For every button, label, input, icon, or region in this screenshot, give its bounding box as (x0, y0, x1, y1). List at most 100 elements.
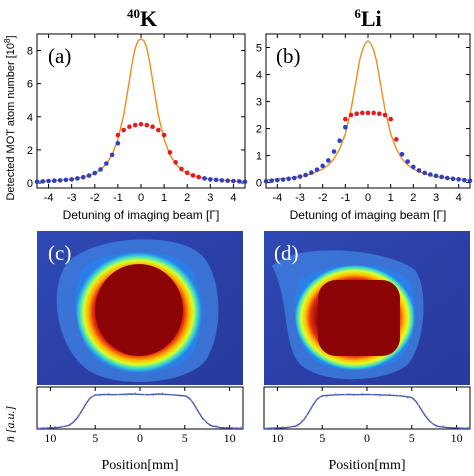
saturated-data-point (196, 174, 202, 180)
profile-noise-point (305, 415, 308, 417)
profile-noise-point (179, 395, 182, 398)
x-tick-label: 2 (184, 192, 190, 204)
panel-a-chart: (a) -4 -3 -2 -1 0 1 2 3 4 0 2 4 6 8 Detuning of imagi… (27, 33, 248, 222)
data-point (57, 178, 63, 183)
profile-noise-point (215, 424, 217, 427)
profile-noise-point (83, 407, 85, 409)
x-tick-label: 10 (271, 431, 283, 445)
absorption-image-li: (d) (264, 231, 470, 385)
x-tick-label: 4 (456, 192, 462, 204)
saturated-data-point (382, 112, 388, 118)
x-tick-label: 10 (224, 431, 236, 445)
profile-noise-point (397, 395, 400, 397)
profile-noise-point (310, 408, 312, 411)
data-point (292, 175, 297, 181)
y-tick-label: 3 (256, 97, 262, 109)
x-tick-label: 2 (410, 192, 416, 204)
saturated-data-point (190, 173, 196, 178)
x-tick-label: 4 (230, 192, 236, 204)
profile-noise-point (107, 392, 110, 395)
ylabel-atoms-end: ] (5, 35, 17, 38)
panel-a-label: (a) (48, 44, 71, 68)
profile-noise-point (92, 395, 94, 397)
profile-noise-point (63, 425, 65, 428)
profile-noise-point (98, 395, 101, 397)
data-point (309, 170, 314, 175)
profile-noise-point (240, 426, 242, 428)
profile-k-frame (36, 386, 244, 430)
y-tick-label: 1 (256, 151, 262, 163)
data-point (46, 178, 51, 184)
x-tick-label: -3 (67, 192, 77, 204)
profile-noise-point (370, 393, 373, 396)
data-point (416, 168, 422, 173)
x-tick-label: 1 (388, 192, 394, 204)
profile-li-frame (263, 386, 471, 430)
profile-noise-point (161, 392, 164, 394)
saturated-data-point (354, 111, 359, 117)
saturated-data-point (365, 110, 371, 116)
x-tick-label: 3 (207, 192, 213, 204)
title-element-k: K (140, 6, 157, 31)
data-point (213, 177, 219, 183)
profile-k-chart: 10 5 0 5 10 Position[mm] (36, 386, 244, 473)
profile-noise-point (87, 398, 90, 400)
data-point (331, 149, 337, 154)
data-point (86, 173, 92, 178)
x-tick-label: 0 (365, 192, 371, 204)
data-point (320, 163, 325, 169)
profile-noise-point (170, 394, 173, 396)
profile-noise-point (74, 418, 76, 420)
saturated-data-point (167, 150, 173, 155)
data-point (263, 178, 269, 184)
profile-noise-point (38, 427, 40, 429)
data-point (92, 170, 98, 176)
saturated-data-point (388, 116, 393, 122)
profile-li-xlabel: Position[mm] (328, 458, 405, 473)
x-tick-label: 0 (364, 431, 370, 445)
profile-noise-point (224, 427, 226, 429)
y-tick-label: 5 (256, 43, 262, 55)
profile-noise-point (379, 395, 382, 397)
data-point (314, 167, 320, 172)
ylabel-atoms-main: Detected MOT atom number [10 (5, 43, 17, 201)
x-tick-label: 5 (409, 431, 415, 445)
y-tick-label: 4 (27, 112, 33, 124)
saturated-data-point (161, 132, 167, 138)
ylabel-profile: n̄ [a.u.] (3, 406, 17, 443)
profile-noise-point (152, 394, 155, 397)
saturated-data-point (132, 122, 138, 128)
data-point (242, 179, 248, 185)
image-li-core (318, 280, 400, 356)
profile-noise-point (467, 426, 469, 428)
image-li-label: (d) (274, 241, 299, 265)
title-element-li: Li (361, 6, 382, 31)
profile-noise-point (186, 395, 188, 397)
profile-noise-point (352, 395, 355, 397)
profile-noise-point (290, 426, 292, 428)
x-tick-label: 10 (451, 431, 463, 445)
x-tick-label: 5 (182, 431, 188, 445)
saturated-data-point (360, 110, 365, 116)
data-point (63, 177, 69, 183)
profile-noise-point (334, 392, 337, 395)
profile-noise-point (426, 416, 429, 418)
data-point (219, 178, 225, 183)
saturated-data-point (348, 112, 354, 118)
image-k-core (95, 264, 183, 356)
data-point (80, 174, 86, 180)
data-point (52, 178, 57, 184)
profile-noise-point (413, 397, 415, 400)
profile-noise-point (417, 404, 420, 406)
saturated-data-point (144, 122, 150, 128)
data-point (456, 177, 461, 182)
profile-noise-point (435, 426, 438, 428)
x-tick-label: -1 (113, 192, 123, 204)
profile-noise-point (422, 412, 424, 415)
profile-noise-point (54, 425, 56, 428)
panel-a-frame (36, 33, 246, 189)
profile-noise-point (69, 424, 72, 426)
data-point (428, 172, 433, 177)
profile-noise-point (343, 393, 346, 396)
